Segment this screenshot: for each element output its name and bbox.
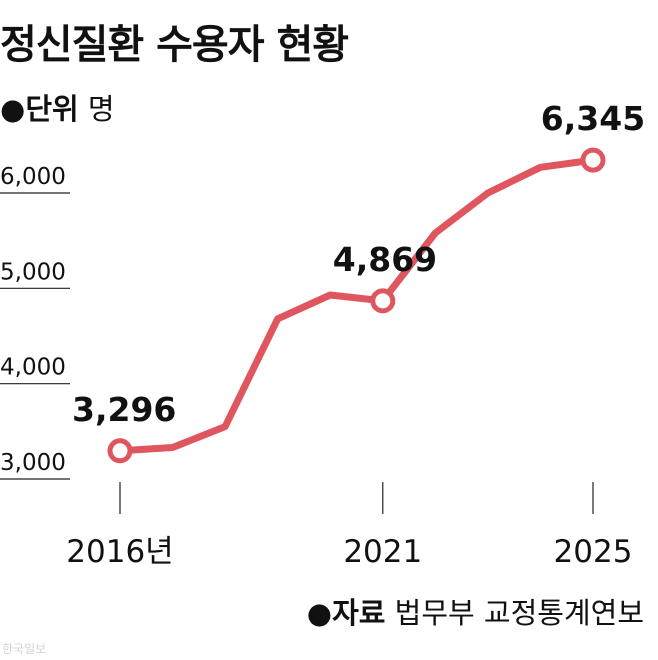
x-tick-label: 2021 <box>343 534 422 570</box>
credit-watermark: 한국일보 <box>2 642 47 656</box>
y-tick-label: 3,000 <box>0 450 66 476</box>
series-line <box>116 156 597 455</box>
y-tick-label: 4,000 <box>0 355 66 381</box>
data-point-marker <box>370 288 396 314</box>
series <box>107 147 606 464</box>
source-note: ●자료 법무부 교정통계연보 <box>307 590 644 632</box>
source-key: 자료 <box>332 596 386 630</box>
data-label: 4,869 <box>333 240 437 279</box>
y-tick-label: 6,000 <box>0 164 66 190</box>
source-value: 법무부 교정통계연보 <box>394 596 644 630</box>
x-tick-label: 2016년 <box>66 534 173 570</box>
bullet-icon: ● <box>0 92 26 126</box>
data-labels: 3,296 4,869 6,345 <box>72 99 645 429</box>
axes: 3,000 4,000 5,000 6,000 2016년 2021 2025 <box>0 164 632 570</box>
data-point-marker <box>107 438 133 464</box>
data-point-marker <box>580 147 606 173</box>
unit-value: 명 <box>87 92 115 126</box>
chart-title: 정신질환 수용자 현황 <box>0 22 349 68</box>
unit-key: 단위 <box>25 92 79 126</box>
bullet-icon: ● <box>306 596 333 630</box>
x-tick-label: 2025 <box>554 534 633 570</box>
unit-note: ●단위 명 <box>0 86 115 128</box>
data-label: 6,345 <box>541 99 645 138</box>
y-tick-label: 5,000 <box>0 259 66 285</box>
data-label: 3,296 <box>72 390 176 429</box>
